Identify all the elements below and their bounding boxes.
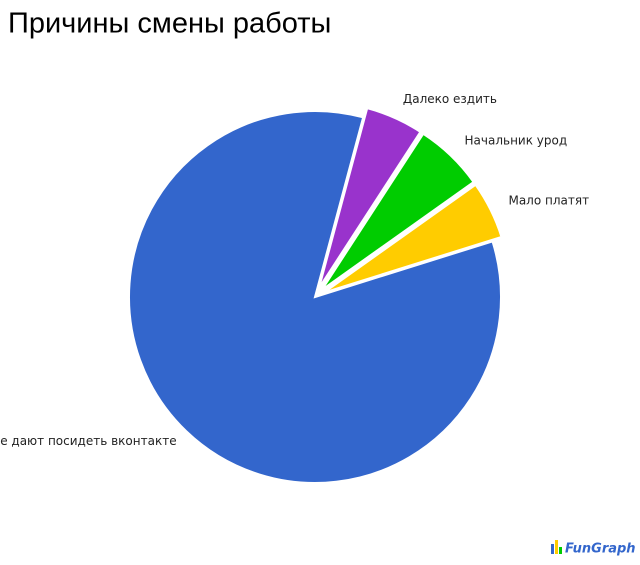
pie-slice (318, 106, 422, 289)
chart-title: Причины смены работы (8, 8, 331, 40)
logo-icon (559, 547, 562, 554)
pie-slice (323, 183, 503, 294)
pie-slice (321, 132, 475, 291)
slice-label: Далеко ездить (403, 92, 497, 106)
logo-icon (555, 540, 558, 554)
logo: FunGraph (551, 540, 636, 557)
logo-icon (551, 544, 554, 554)
slice-label: Не дают посидеть вконтакте (0, 434, 177, 448)
pie-slice (128, 110, 503, 484)
slice-label: Мало платят (508, 193, 589, 207)
slice-label: Начальник урод (465, 134, 568, 148)
logo-text: FunGraph (565, 542, 636, 557)
